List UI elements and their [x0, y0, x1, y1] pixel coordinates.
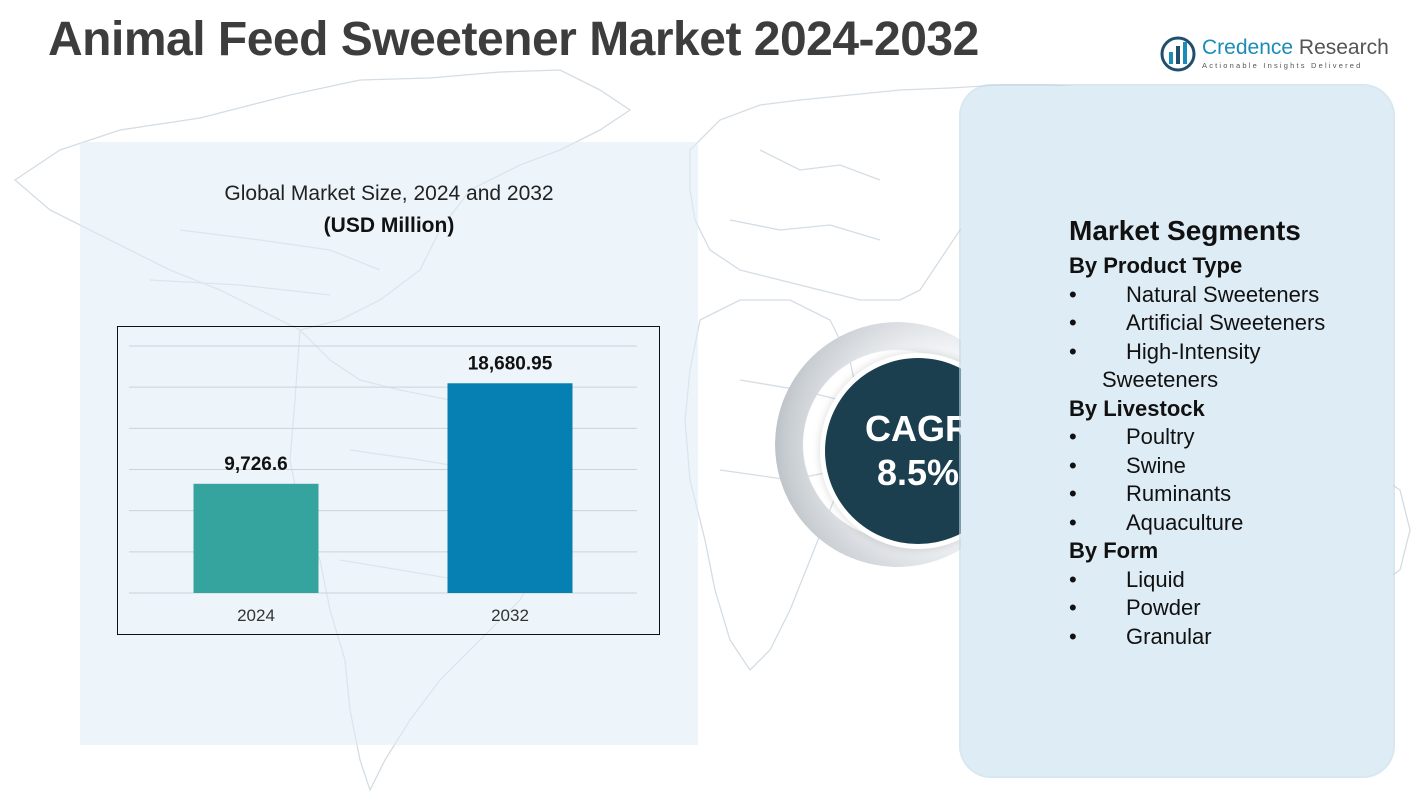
segment-item-label: Artificial Sweeteners — [1126, 310, 1326, 335]
segment-item-label: Liquid — [1126, 566, 1185, 592]
bullet-icon: • — [1069, 310, 1077, 335]
logo-wordmark: Credence Research — [1202, 36, 1389, 60]
credence-research-logo[interactable]: Credence Research Actionable Insights De… — [1160, 34, 1400, 74]
segment-item: • Artificial Sweeteners — [1069, 309, 1389, 338]
segments-heading: Market Segments — [1069, 215, 1301, 246]
segment-item: • Ruminants — [1069, 480, 1389, 509]
bar-2032 — [447, 383, 573, 593]
segment-group-title: By Livestock — [1069, 395, 1205, 421]
chart-panel: Global Market Size, 2024 and 2032 (USD M… — [80, 142, 698, 745]
segment-item-label: Granular — [1126, 623, 1212, 649]
page-title: Animal Feed Sweetener Market 2024-2032 — [48, 13, 979, 66]
bullet-icon: • — [1069, 566, 1077, 592]
bullet-icon: • — [1069, 424, 1077, 449]
segment-item: • Granular — [1069, 623, 1389, 652]
segment-list-livestock: • Poultry • Swine • Ruminants • Aquaculture — [1069, 423, 1389, 537]
segment-item-label: Aquaculture — [1126, 509, 1244, 535]
segment-list-form: • Liquid • Powder • Granular — [1069, 566, 1389, 652]
market-size-bar-chart: 9,726.6 18,680.95 2024 2032 — [117, 326, 660, 635]
market-segments-panel: Market Segments By Product Type • Natural… — [961, 86, 1393, 776]
segment-item-label: Poultry — [1126, 424, 1195, 449]
bullet-icon: • — [1069, 338, 1077, 364]
segment-item: • Aquaculture — [1069, 509, 1389, 538]
segment-item-label: Ruminants — [1126, 481, 1232, 506]
bar-value-label: 18,680.95 — [468, 353, 553, 374]
logo-tagline: Actionable Insights Delivered — [1202, 61, 1363, 70]
logo-name-primary: Credence — [1202, 36, 1294, 59]
segment-item: • Liquid — [1069, 566, 1389, 595]
segment-item-label: Sweeteners — [1102, 367, 1219, 392]
bullet-icon: • — [1069, 452, 1077, 478]
segment-item: • Natural Sweeteners — [1069, 281, 1389, 310]
bullet-icon: • — [1069, 509, 1077, 535]
bar-chart-logo-icon — [1160, 36, 1196, 72]
bullet-icon: • — [1069, 623, 1077, 649]
bullet-icon: • — [1069, 481, 1077, 506]
chart-title: Global Market Size, 2024 and 2032 — [224, 182, 554, 205]
segment-item-label: Powder — [1126, 595, 1201, 620]
bullet-icon: • — [1069, 281, 1077, 307]
cagr-label: CAGR — [865, 408, 971, 449]
bar-value-label: 9,726.6 — [224, 454, 287, 475]
bullet-icon: • — [1069, 595, 1077, 620]
segment-item: • High-Intensity — [1069, 338, 1389, 367]
segment-group-title: By Form — [1069, 538, 1159, 563]
segment-group-title: By Product Type — [1069, 253, 1243, 278]
chart-border — [117, 326, 660, 635]
segment-item-label: Natural Sweeteners — [1126, 281, 1320, 307]
chart-subtitle: (USD Million) — [323, 214, 455, 237]
segment-item-label: Swine — [1126, 452, 1186, 478]
segment-list-product-type: • Natural Sweeteners • Artificial Sweetene… — [1069, 281, 1389, 395]
x-tick-label: 2024 — [237, 606, 275, 625]
cagr-value: 8.5% — [876, 452, 960, 493]
segment-item: • Powder — [1069, 594, 1389, 623]
segment-item-label: High-Intensity — [1126, 338, 1261, 364]
x-tick-label: 2032 — [491, 606, 529, 625]
segments-content: Market Segments By Product Type • Natural… — [1069, 214, 1389, 651]
segment-item-continuation: Sweeteners — [1069, 366, 1389, 395]
segment-item: • Swine — [1069, 452, 1389, 481]
segment-item: • Poultry — [1069, 423, 1389, 452]
bar-2024 — [193, 483, 319, 593]
logo-name-secondary: Research — [1298, 36, 1389, 59]
